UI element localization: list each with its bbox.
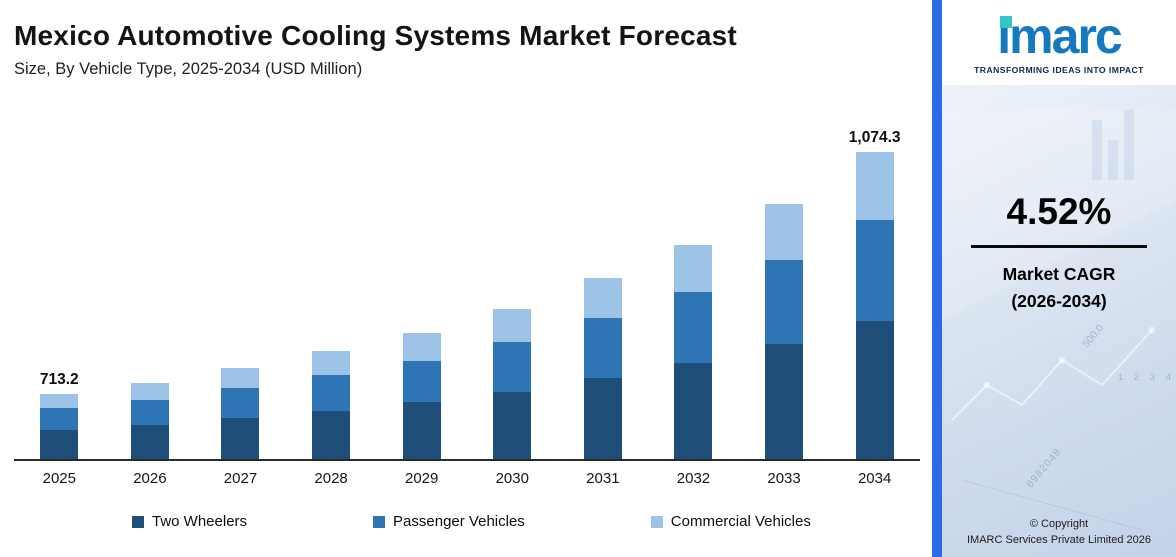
stacked-bar-2031 xyxy=(583,278,622,460)
bar-segment-passenger-vehicles xyxy=(130,399,169,425)
decor-number-2: 1 2 3 4 xyxy=(1118,372,1176,383)
stacked-bar-2032 xyxy=(674,245,713,460)
bar-segment-passenger-vehicles xyxy=(40,408,79,430)
copyright-line2: IMARC Services Private Limited 2026 xyxy=(966,534,1151,547)
bar-segment-commercial-vehicles xyxy=(674,245,713,293)
bar-segment-commercial-vehicles xyxy=(855,152,894,220)
legend-item-passenger-vehicles: Passenger Vehicles xyxy=(373,513,525,530)
bar-segment-two-wheelers xyxy=(765,344,804,460)
bar-segment-commercial-vehicles xyxy=(765,204,804,261)
imarc-logo: imarc xyxy=(997,11,1122,61)
bar-segment-passenger-vehicles xyxy=(855,219,894,322)
bar-segment-passenger-vehicles xyxy=(221,388,260,419)
x-axis-label-2027: 2027 xyxy=(223,470,258,488)
x-axis-label-2028: 2028 xyxy=(314,470,348,488)
legend-label: Commercial Vehicles xyxy=(670,513,811,531)
cagr-label-line1: Market CAGR xyxy=(1002,264,1116,284)
bar-segment-two-wheelers xyxy=(493,391,532,460)
bar-segment-commercial-vehicles xyxy=(130,383,169,400)
bar-column-2027 xyxy=(195,127,286,460)
bar-segment-passenger-vehicles xyxy=(493,342,532,392)
bar-segment-commercial-vehicles xyxy=(312,351,351,375)
bar-segment-passenger-vehicles xyxy=(765,260,804,345)
bar-column-2026 xyxy=(105,127,196,460)
cagr-block: 4.52% Market CAGR (2026-2034) xyxy=(942,191,1176,315)
x-axis-label-2034: 2034 xyxy=(857,470,892,488)
bar-column-2031 xyxy=(558,127,649,460)
x-axis-label-2025: 2025 xyxy=(42,470,76,488)
x-axis-label-2031: 2031 xyxy=(586,470,620,488)
bar-segment-passenger-vehicles xyxy=(583,317,622,378)
stacked-bar-2033 xyxy=(765,204,804,460)
chart-title: Mexico Automotive Cooling Systems Market… xyxy=(14,20,737,51)
chart-subtitle: Size, By Vehicle Type, 2025-2034 (USD Mi… xyxy=(14,60,363,79)
cagr-label-line2: (2026-2034) xyxy=(1011,291,1107,312)
bar-segment-two-wheelers xyxy=(402,402,441,460)
brand-tagline: TRANSFORMING IDEAS INTO IMPACT xyxy=(974,65,1144,75)
stacked-bar-2027 xyxy=(221,368,260,460)
bar-segment-two-wheelers xyxy=(130,424,169,460)
cagr-underline xyxy=(971,245,1147,248)
cagr-value: 4.52% xyxy=(1006,191,1112,232)
bar-segment-commercial-vehicles xyxy=(493,309,532,343)
bar-segment-two-wheelers xyxy=(674,362,713,460)
legend: Two Wheelers Passenger Vehicles Commercial… xyxy=(14,513,932,530)
bar-segment-commercial-vehicles xyxy=(402,333,441,361)
stacked-bar-2025 xyxy=(40,394,79,460)
legend-label: Two Wheelers xyxy=(152,513,248,531)
stacked-bar-2026 xyxy=(130,383,169,460)
bar-segment-commercial-vehicles xyxy=(221,368,260,389)
bar-segment-passenger-vehicles xyxy=(674,292,713,363)
bar-segment-two-wheelers xyxy=(221,418,260,460)
x-axis-line xyxy=(14,459,920,462)
bar-segment-passenger-vehicles xyxy=(312,374,351,411)
brand-panel: 500.0 1 2 3 4 8982048 imarc TRANSFORMING… xyxy=(942,0,1176,557)
stacked-bar-2029 xyxy=(402,333,441,460)
bar-segment-two-wheelers xyxy=(40,429,79,460)
chart-section: Mexico Automotive Cooling Systems Market… xyxy=(14,20,932,531)
legend-swatch-icon xyxy=(132,515,144,528)
bar-column-2028 xyxy=(286,127,377,460)
legend-item-two-wheelers: Two Wheelers xyxy=(132,513,247,530)
legend-label: Passenger Vehicles xyxy=(393,513,525,531)
stacked-bar-2030 xyxy=(493,309,532,460)
bar-segment-two-wheelers xyxy=(583,377,622,460)
bar-segment-commercial-vehicles xyxy=(40,394,79,409)
bar-value-label-2025: 713.2 xyxy=(39,371,79,389)
plot-area: 713.2 1,074.3 xyxy=(14,127,920,460)
x-axis-label-2026: 2026 xyxy=(133,470,167,488)
bar-segment-two-wheelers xyxy=(855,321,894,460)
stacked-bar-chart: 713.2 1,074.3 2025 2026 2027 2028 2029 2030 203… xyxy=(14,127,920,487)
bar-segment-commercial-vehicles xyxy=(583,278,622,318)
legend-swatch-icon xyxy=(373,515,386,528)
x-axis-label-2030: 2030 xyxy=(495,470,529,488)
legend-swatch-icon xyxy=(650,515,663,528)
bar-column-2034: 1,074.3 xyxy=(829,127,920,460)
bar-column-2033 xyxy=(739,127,830,460)
brand-header: imarc TRANSFORMING IDEAS INTO IMPACT xyxy=(942,0,1176,85)
bar-segment-two-wheelers xyxy=(312,410,351,460)
bar-column-2025: 713.2 xyxy=(14,127,105,460)
stacked-bar-2034 xyxy=(855,152,894,460)
panel-decor-graphic xyxy=(942,110,1176,531)
x-axis-label-2029: 2029 xyxy=(404,470,439,488)
stacked-bar-2028 xyxy=(312,351,351,460)
bar-column-2032 xyxy=(648,127,739,460)
x-axis-label-2033: 2033 xyxy=(767,470,801,488)
imarc-logo-text: imarc xyxy=(997,8,1122,64)
copyright: © Copyright IMARC Services Private Limit… xyxy=(942,517,1176,549)
bar-segment-passenger-vehicles xyxy=(402,360,441,403)
bar-value-label-2034: 1,074.3 xyxy=(848,129,901,147)
x-axis-labels: 2025 2026 2027 2028 2029 2030 2031 2032 2033 2034 xyxy=(14,470,920,487)
accent-stripe xyxy=(932,0,942,557)
legend-item-commercial-vehicles: Commercial Vehicles xyxy=(650,513,811,531)
copyright-line1: © Copyright xyxy=(1029,518,1089,531)
bar-column-2030 xyxy=(467,127,558,460)
imarc-logo-dot-icon xyxy=(1000,16,1013,28)
x-axis-label-2032: 2032 xyxy=(676,470,711,488)
bar-column-2029 xyxy=(376,127,467,460)
